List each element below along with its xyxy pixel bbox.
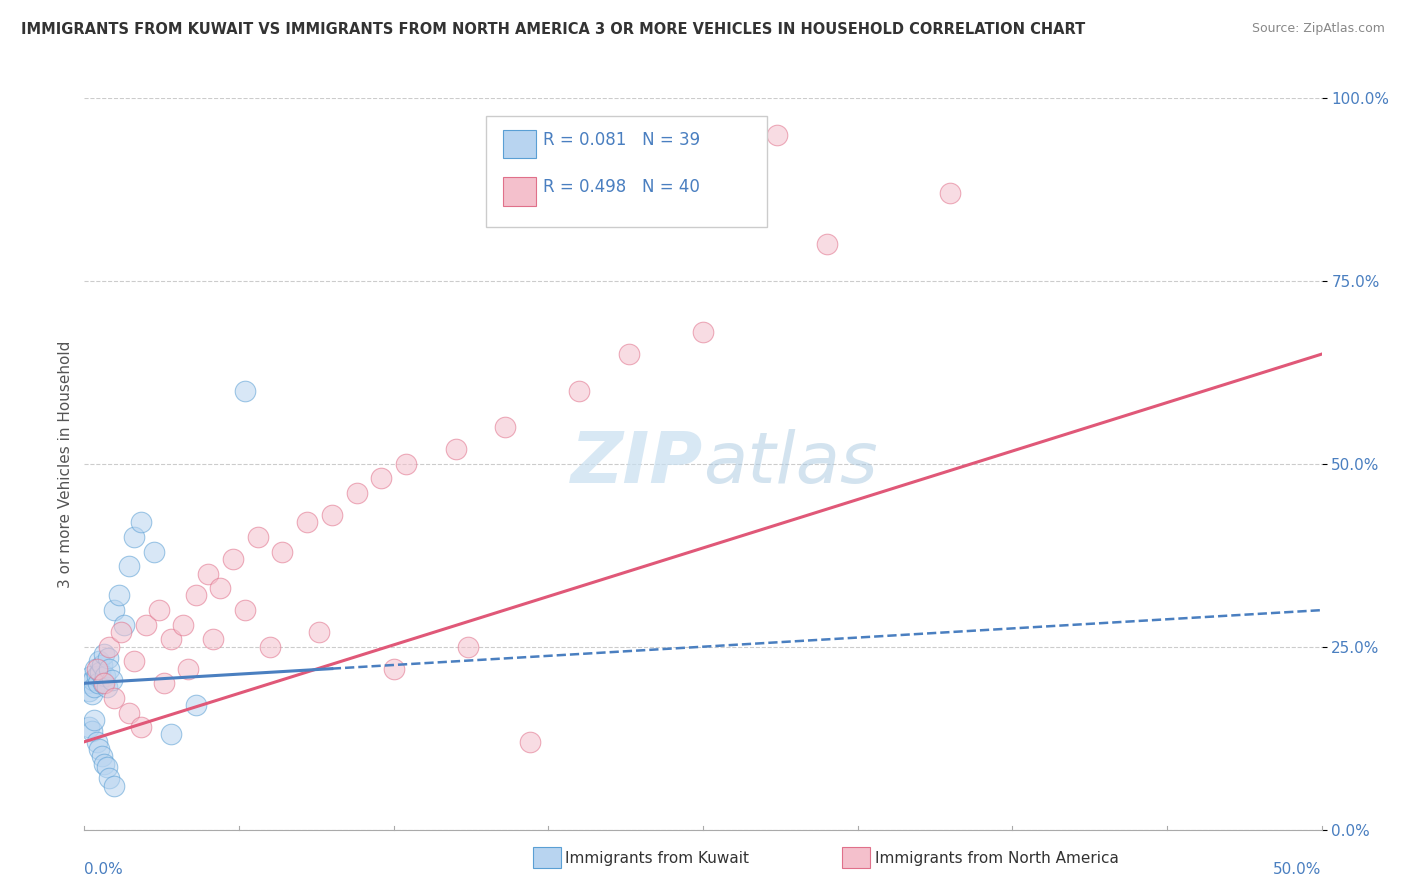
Point — [103, 603, 125, 617]
Point — [617, 347, 640, 361]
Point — [321, 508, 343, 522]
Point — [93, 647, 115, 661]
Point — [80, 687, 103, 701]
Point — [233, 603, 256, 617]
Point — [82, 673, 104, 687]
Point — [90, 749, 112, 764]
Point — [87, 676, 110, 690]
Point — [93, 756, 115, 771]
Point — [494, 420, 516, 434]
Point — [271, 544, 294, 558]
Point — [444, 442, 467, 457]
Point — [692, 325, 714, 339]
Point — [395, 457, 418, 471]
Point — [112, 617, 135, 632]
Text: Immigrants from Kuwait: Immigrants from Kuwait — [565, 851, 749, 866]
Point — [96, 680, 118, 694]
Point — [86, 662, 108, 676]
Point — [129, 720, 152, 734]
Point — [370, 471, 392, 485]
Point — [222, 552, 245, 566]
Point — [766, 128, 789, 142]
Text: Source: ZipAtlas.com: Source: ZipAtlas.com — [1251, 22, 1385, 36]
Text: 0.0%: 0.0% — [84, 863, 124, 878]
Point — [93, 676, 115, 690]
Point — [83, 713, 105, 727]
Text: Immigrants from North America: Immigrants from North America — [875, 851, 1118, 866]
Point — [100, 673, 122, 687]
Point — [295, 516, 318, 530]
Point — [94, 669, 117, 683]
Point — [209, 581, 232, 595]
Point — [308, 625, 330, 640]
Point — [815, 237, 838, 252]
Point — [79, 669, 101, 683]
Text: R = 0.081   N = 39: R = 0.081 N = 39 — [543, 131, 700, 149]
Point — [79, 720, 101, 734]
Point — [202, 632, 225, 647]
Text: 50.0%: 50.0% — [1274, 863, 1322, 878]
Point — [152, 676, 174, 690]
Point — [98, 772, 121, 786]
Point — [108, 589, 131, 603]
Point — [96, 760, 118, 774]
Point — [457, 640, 479, 654]
Point — [118, 559, 141, 574]
Point — [148, 603, 170, 617]
Point — [98, 662, 121, 676]
Text: IMMIGRANTS FROM KUWAIT VS IMMIGRANTS FROM NORTH AMERICA 3 OR MORE VEHICLES IN HO: IMMIGRANTS FROM KUWAIT VS IMMIGRANTS FRO… — [21, 22, 1085, 37]
Text: atlas: atlas — [703, 429, 877, 499]
Point — [160, 727, 183, 741]
Point — [519, 735, 541, 749]
Point — [110, 625, 132, 640]
Point — [91, 676, 114, 690]
Y-axis label: 3 or more Vehicles in Household: 3 or more Vehicles in Household — [58, 340, 73, 588]
Point — [80, 723, 103, 738]
Point — [382, 662, 405, 676]
Point — [160, 632, 183, 647]
Point — [79, 683, 101, 698]
Text: ZIP: ZIP — [571, 429, 703, 499]
Point — [90, 658, 112, 673]
Point — [89, 665, 111, 680]
Point — [568, 384, 591, 398]
Point — [346, 486, 368, 500]
Point — [184, 698, 207, 713]
Text: R = 0.498   N = 40: R = 0.498 N = 40 — [543, 178, 700, 196]
Point — [89, 742, 111, 756]
Point — [172, 617, 194, 632]
Point — [259, 640, 281, 654]
Point — [122, 654, 145, 668]
Point — [246, 530, 269, 544]
Point — [86, 735, 108, 749]
Point — [77, 676, 100, 690]
Point — [118, 706, 141, 720]
Point — [122, 530, 145, 544]
Point — [197, 566, 219, 581]
Point — [135, 617, 157, 632]
Point — [233, 384, 256, 398]
Point — [84, 662, 107, 676]
Point — [177, 662, 200, 676]
Point — [142, 544, 165, 558]
Point — [129, 516, 152, 530]
Point — [97, 650, 120, 665]
Point — [939, 186, 962, 201]
Point — [98, 640, 121, 654]
Point — [103, 690, 125, 705]
Point — [184, 589, 207, 603]
Point — [86, 669, 108, 683]
Point — [89, 654, 111, 668]
Point — [83, 680, 105, 694]
Point — [103, 779, 125, 793]
